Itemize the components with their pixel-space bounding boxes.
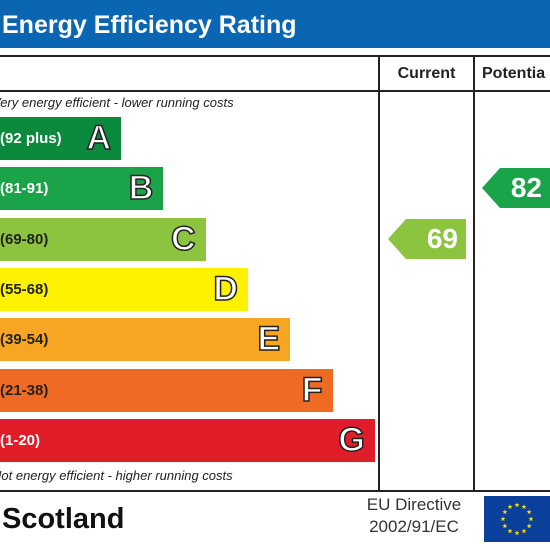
rating-bar-f: (21-38) F bbox=[0, 368, 333, 412]
current-arrow-shape bbox=[388, 218, 466, 259]
rating-bar-c: (69-80) C bbox=[0, 217, 206, 261]
rating-letter-d: D bbox=[213, 269, 239, 309]
bottom-note: Not energy efficient - higher running co… bbox=[0, 468, 233, 483]
eu-star-icon bbox=[514, 502, 520, 508]
chart-title-bar: Energy Efficiency Rating bbox=[0, 0, 550, 48]
rating-letter-b: B bbox=[128, 169, 154, 209]
eu-flag-icon bbox=[484, 496, 550, 542]
directive-line-1: EU Directive bbox=[366, 495, 462, 514]
rating-letter-f: F bbox=[301, 370, 323, 410]
rating-bar-e: (39-54) E bbox=[0, 318, 291, 362]
header-divider bbox=[0, 90, 550, 92]
potential-rating-arrow: 82 bbox=[482, 168, 550, 209]
rating-range-e: (39-54) bbox=[0, 331, 49, 349]
country-label: Scotland bbox=[2, 503, 125, 535]
potential-arrow-shape bbox=[482, 168, 550, 209]
rating-letter-c: C bbox=[170, 219, 196, 259]
rating-range-f: (21-38) bbox=[0, 381, 49, 399]
potential-column-border bbox=[473, 55, 475, 490]
rating-range-c: (69-80) bbox=[0, 230, 49, 248]
eu-star-icon bbox=[528, 516, 534, 522]
rating-letter-g: G bbox=[338, 420, 366, 460]
eu-star-icon bbox=[502, 509, 508, 515]
eu-star-icon bbox=[514, 530, 520, 536]
footer-divider bbox=[0, 490, 550, 492]
rating-range-a: (92 plus) bbox=[0, 130, 62, 147]
eu-star-icon bbox=[502, 523, 508, 529]
eu-star-icon bbox=[507, 528, 513, 534]
rating-bar-d: (55-68) D bbox=[0, 267, 248, 311]
rating-range-b: (81-91) bbox=[0, 180, 49, 198]
eu-directive: EU Directive 2002/91/EC bbox=[350, 494, 478, 538]
rating-letter-a: A bbox=[86, 118, 112, 158]
chart-title: Energy Efficiency Rating bbox=[2, 11, 297, 39]
rating-range-d: (55-68) bbox=[0, 280, 49, 298]
eu-star-icon bbox=[526, 523, 532, 529]
rating-letter-e: E bbox=[257, 319, 281, 359]
current-rating-arrow: 69 bbox=[388, 218, 466, 259]
eu-star-icon bbox=[507, 504, 513, 509]
rating-range-g: (1-20) bbox=[0, 431, 41, 449]
rating-bar-b: (81-91) B bbox=[0, 167, 164, 211]
eu-star-icon bbox=[521, 528, 527, 534]
eu-star-icon bbox=[526, 509, 532, 515]
eu-star-icon bbox=[500, 516, 506, 522]
current-rating-value: 69 bbox=[426, 222, 458, 254]
rating-bar-g: (1-20) G bbox=[0, 418, 375, 462]
potential-rating-value: 82 bbox=[510, 172, 542, 204]
table-top-border bbox=[0, 55, 550, 57]
rating-bar-a: (92 plus) A bbox=[0, 117, 121, 160]
directive-line-2: 2002/91/EC bbox=[369, 517, 459, 536]
current-column-header: Current bbox=[397, 65, 456, 82]
current-column-border bbox=[378, 55, 380, 490]
top-note: Very energy efficient - lower running co… bbox=[0, 95, 234, 110]
eu-star-icon bbox=[521, 504, 527, 509]
potential-column-header: Potentia bbox=[482, 65, 546, 82]
